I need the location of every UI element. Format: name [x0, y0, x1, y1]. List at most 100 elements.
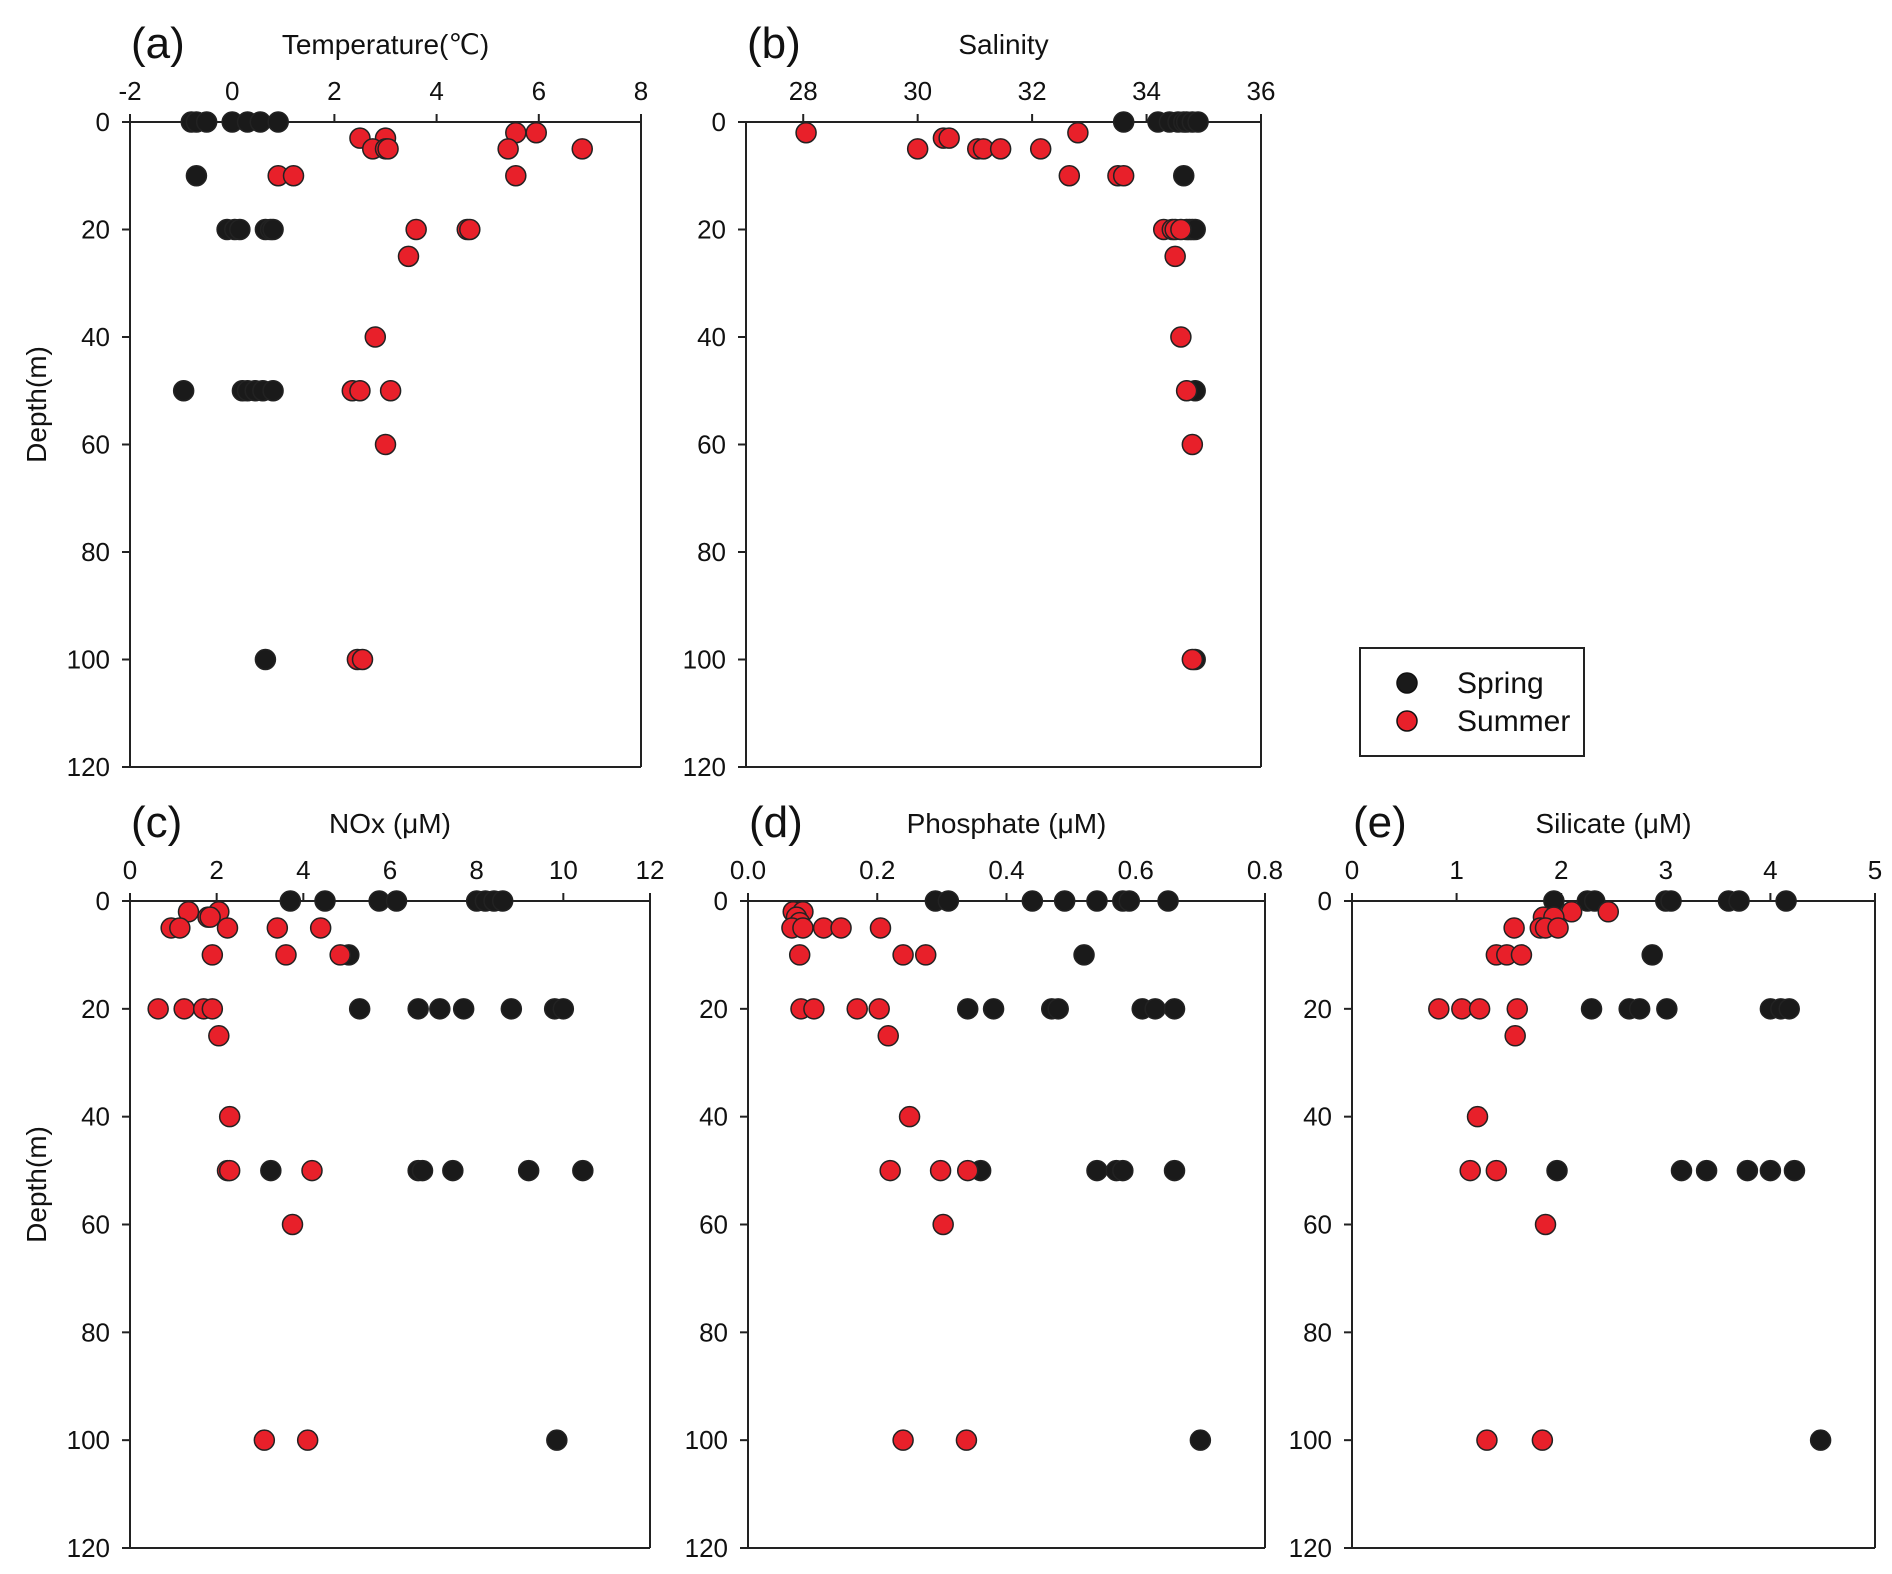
y-tick-label: 120 [67, 1533, 110, 1563]
panel-label: (a) [131, 19, 185, 68]
x-tick-label: 8 [469, 855, 483, 885]
panel-label: (b) [747, 19, 801, 68]
x-tick-label: 2 [209, 855, 223, 885]
data-point-spring [1759, 1159, 1782, 1182]
series-spring [1543, 890, 1832, 1451]
data-point-spring [552, 998, 575, 1020]
x-tick-label: 2 [327, 76, 341, 106]
data-point-summer [1459, 1159, 1481, 1182]
y-tick-label: 100 [67, 645, 110, 675]
y-tick-label: 60 [81, 430, 110, 460]
x-tick-label: 6 [532, 76, 546, 106]
y-tick-label: 20 [81, 994, 110, 1024]
data-point-summer [1029, 138, 1052, 160]
panel-title: Phosphate (μM) [907, 808, 1107, 839]
data-point-spring [1736, 1159, 1759, 1182]
data-point-summer [1504, 1025, 1526, 1047]
data-point-summer [892, 1429, 914, 1451]
data-point-summer [846, 998, 868, 1020]
panel-d: 0.0 0.2 0.4 0.6 0.8 0 20 40 60 80 100 120 (d) Phospha… [685, 798, 1283, 1563]
legend: Spring Summer [1359, 647, 1585, 757]
y-tick-label: 20 [81, 215, 110, 245]
y-tick-label: 100 [685, 1425, 728, 1455]
data-point-summer [1466, 1105, 1489, 1128]
data-point-summer [377, 138, 399, 160]
data-point-summer [1175, 380, 1198, 402]
data-point-summer [199, 906, 221, 928]
data-point-summer [1531, 1429, 1554, 1451]
data-point-summer [1510, 944, 1533, 966]
data-point-spring [267, 111, 289, 133]
data-point-spring [1628, 998, 1651, 1020]
data-point-summer [216, 917, 239, 939]
x-tick-label: 4 [296, 855, 310, 885]
y-tick-label: 20 [697, 215, 726, 245]
legend-label-summer: Summer [1457, 705, 1570, 738]
data-point-summer [1547, 917, 1569, 939]
data-point-summer [1503, 917, 1525, 939]
data-point-spring [1580, 998, 1603, 1020]
data-point-summer [788, 944, 811, 966]
y-tick-label: 100 [683, 645, 726, 675]
data-point-summer [281, 1213, 304, 1236]
y-tick-label: 100 [67, 1425, 110, 1455]
y-tick-label: 0 [96, 107, 110, 137]
data-point-summer [374, 433, 397, 456]
data-point-spring [1660, 890, 1682, 912]
x-tick-label: 8 [634, 76, 648, 106]
data-point-spring [1112, 1159, 1134, 1182]
data-point-summer [914, 944, 937, 966]
x-tick-label: 0.6 [1118, 855, 1154, 885]
series-summer [147, 901, 351, 1451]
data-point-spring [546, 1429, 568, 1451]
y-tick-label: 40 [699, 1102, 728, 1132]
data-point-summer [309, 917, 332, 939]
data-point-summer [571, 138, 593, 160]
data-point-spring [1656, 998, 1678, 1020]
data-point-summer [218, 1159, 241, 1182]
panel-e: 0 1 2 3 4 5 0 20 40 60 80 100 120 (e) Silicate (μM) [1289, 798, 1883, 1563]
panel-b: 28 30 32 34 36 0 20 40 60 80 100 120 (b) Salinity [683, 19, 1276, 782]
data-point-spring [172, 380, 195, 402]
data-point-summer [201, 944, 224, 966]
data-point-spring [937, 890, 960, 912]
data-point-spring [1086, 1159, 1108, 1182]
data-point-summer [301, 1159, 323, 1182]
data-point-spring [491, 890, 514, 912]
series-summer [781, 901, 979, 1451]
y-tick-label: 120 [685, 1533, 728, 1563]
data-point-summer [792, 917, 814, 939]
y-tick-label: 40 [1303, 1102, 1332, 1132]
data-point-spring [262, 380, 284, 402]
data-point-spring [1809, 1429, 1832, 1451]
x-tick-label: 0.0 [730, 855, 766, 885]
data-point-summer [879, 1159, 901, 1182]
data-point-summer [505, 165, 527, 187]
y-tick-label: 80 [697, 537, 726, 567]
data-point-spring [1112, 111, 1135, 133]
data-point-spring [1053, 890, 1076, 912]
data-point-spring [249, 111, 272, 133]
data-point-spring [1189, 1429, 1212, 1451]
x-tick-label: 1 [1449, 855, 1463, 885]
legend-marker-spring [1396, 672, 1418, 694]
x-tick-label: 5 [1868, 855, 1882, 885]
y-axis-label: Depth(m) [21, 346, 52, 463]
y-tick-label: 60 [81, 1210, 110, 1240]
y-tick-label: 60 [697, 430, 726, 460]
data-point-summer [1170, 326, 1192, 348]
plot-area [748, 901, 1265, 1548]
data-point-summer [892, 944, 914, 966]
y-tick-label: 40 [81, 1102, 110, 1132]
data-point-spring [1047, 998, 1069, 1020]
data-point-summer [906, 138, 929, 160]
data-point-summer [803, 998, 825, 1020]
data-point-summer [830, 917, 852, 939]
data-point-spring [407, 998, 429, 1020]
data-point-summer [405, 218, 427, 241]
y-tick-label: 40 [697, 322, 726, 352]
data-point-spring [1173, 165, 1195, 187]
x-tick-label: 32 [1018, 76, 1047, 106]
y-tick-label: 120 [67, 752, 110, 782]
x-tick-label: 3 [1659, 855, 1673, 885]
